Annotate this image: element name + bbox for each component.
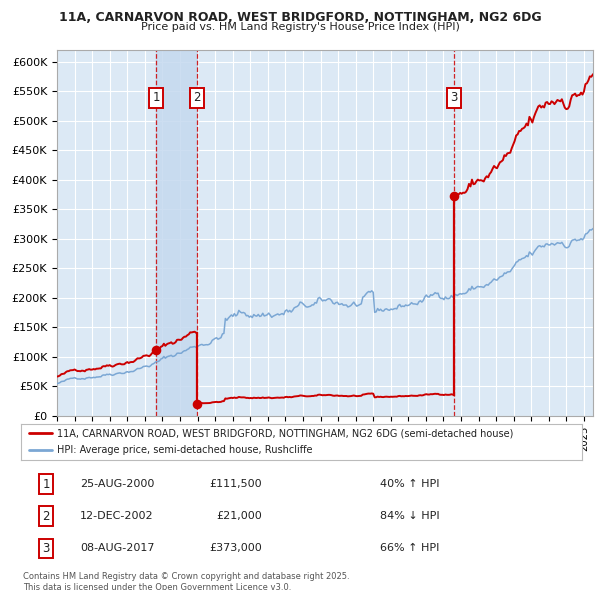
Text: 2: 2 (193, 91, 200, 104)
Text: 11A, CARNARVON ROAD, WEST BRIDGFORD, NOTTINGHAM, NG2 6DG (semi-detached house): 11A, CARNARVON ROAD, WEST BRIDGFORD, NOT… (58, 428, 514, 438)
Point (449, 191, 459, 201)
Point (192, 399, 202, 408)
Text: Price paid vs. HM Land Registry's House Price Index (HPI): Price paid vs. HM Land Registry's House … (140, 22, 460, 32)
Text: 1: 1 (152, 91, 160, 104)
Text: 1: 1 (43, 478, 50, 491)
Text: 11A, CARNARVON ROAD, WEST BRIDGFORD, NOTTINGHAM, NG2 6DG: 11A, CARNARVON ROAD, WEST BRIDGFORD, NOT… (59, 11, 541, 24)
Text: HPI: Average price, semi-detached house, Rushcliffe: HPI: Average price, semi-detached house,… (58, 445, 313, 455)
Text: 25-AUG-2000: 25-AUG-2000 (80, 479, 154, 489)
Text: 66% ↑ HPI: 66% ↑ HPI (380, 543, 439, 553)
Text: 3: 3 (451, 91, 458, 104)
Text: 84% ↓ HPI: 84% ↓ HPI (380, 512, 440, 521)
Text: 12-DEC-2002: 12-DEC-2002 (80, 512, 154, 521)
Text: £21,000: £21,000 (217, 512, 262, 521)
Point (151, 346, 161, 355)
Text: Contains HM Land Registry data © Crown copyright and database right 2025.
This d: Contains HM Land Registry data © Crown c… (23, 572, 349, 590)
Text: 40% ↑ HPI: 40% ↑ HPI (380, 479, 440, 489)
Text: 08-AUG-2017: 08-AUG-2017 (80, 543, 154, 553)
Text: 3: 3 (43, 542, 50, 555)
Text: £373,000: £373,000 (209, 543, 262, 553)
Text: £111,500: £111,500 (209, 479, 262, 489)
Text: 2: 2 (43, 510, 50, 523)
Bar (156, 50, 197, 416)
